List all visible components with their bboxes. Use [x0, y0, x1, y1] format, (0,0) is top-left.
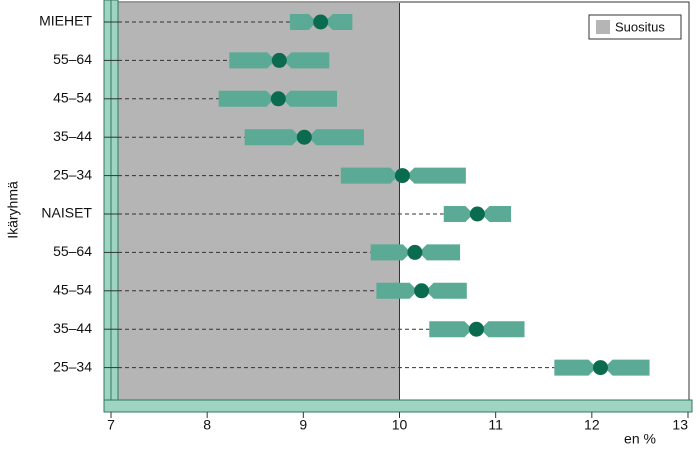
interval-low [340, 167, 399, 184]
mean-dot [394, 168, 410, 184]
y-tick-label: 55–64 [53, 51, 92, 67]
y-tick-label: 25–34 [53, 166, 92, 182]
interval-high [406, 167, 466, 184]
interval-low [244, 129, 301, 146]
mean-dot [296, 129, 312, 145]
legend-label: Suositus [615, 19, 665, 34]
mean-dot [271, 52, 287, 68]
interval-high [480, 321, 525, 338]
x-tick-label: 9 [299, 417, 307, 433]
interval-low [376, 282, 418, 299]
y-tick-label: 35–44 [53, 128, 92, 144]
interval-low [218, 90, 275, 107]
x-tick-label: 7 [107, 417, 115, 433]
interval-low [370, 244, 411, 261]
mean-dot [468, 321, 484, 337]
interval-high [308, 129, 364, 146]
x-axis-bar [103, 399, 693, 413]
y-axis-label: Ikäryhmä [5, 181, 21, 239]
mean-dot [592, 360, 608, 376]
interval-low [429, 321, 473, 338]
y-tick-label: 55–64 [53, 243, 92, 259]
interval-high [425, 282, 467, 299]
interval-high [481, 206, 512, 222]
x-tick-label: 13 [672, 417, 688, 433]
x-tick-label: 8 [203, 417, 211, 433]
x-axis-label: en % [624, 431, 656, 447]
x-tick-label: 11 [488, 417, 503, 433]
mean-dot [414, 283, 430, 299]
mean-dot [469, 206, 485, 222]
interval-low [289, 14, 317, 30]
interval-low [443, 206, 474, 222]
mean-dot [407, 244, 423, 260]
recommendation-band [111, 3, 400, 400]
y-tick-label: 25–34 [53, 358, 92, 374]
interval-high [283, 52, 330, 69]
mean-dot [270, 91, 286, 107]
interval-high [418, 244, 461, 261]
y-tick-label: 45–54 [53, 282, 92, 298]
interval-low [229, 52, 276, 69]
interval-high [604, 359, 650, 376]
x-tick-label: 10 [392, 417, 408, 433]
interval-low [554, 359, 597, 376]
y-tick-label: 35–44 [53, 320, 92, 336]
interval-high [282, 90, 337, 107]
mean-dot [313, 14, 329, 30]
legend-swatch [596, 20, 610, 34]
x-tick-label: 12 [584, 417, 600, 433]
y-tick-label: MIEHET [39, 13, 92, 29]
y-tick-label: 45–54 [53, 90, 92, 106]
y-tick-label: NAISET [41, 205, 92, 221]
interval-high [324, 14, 353, 30]
